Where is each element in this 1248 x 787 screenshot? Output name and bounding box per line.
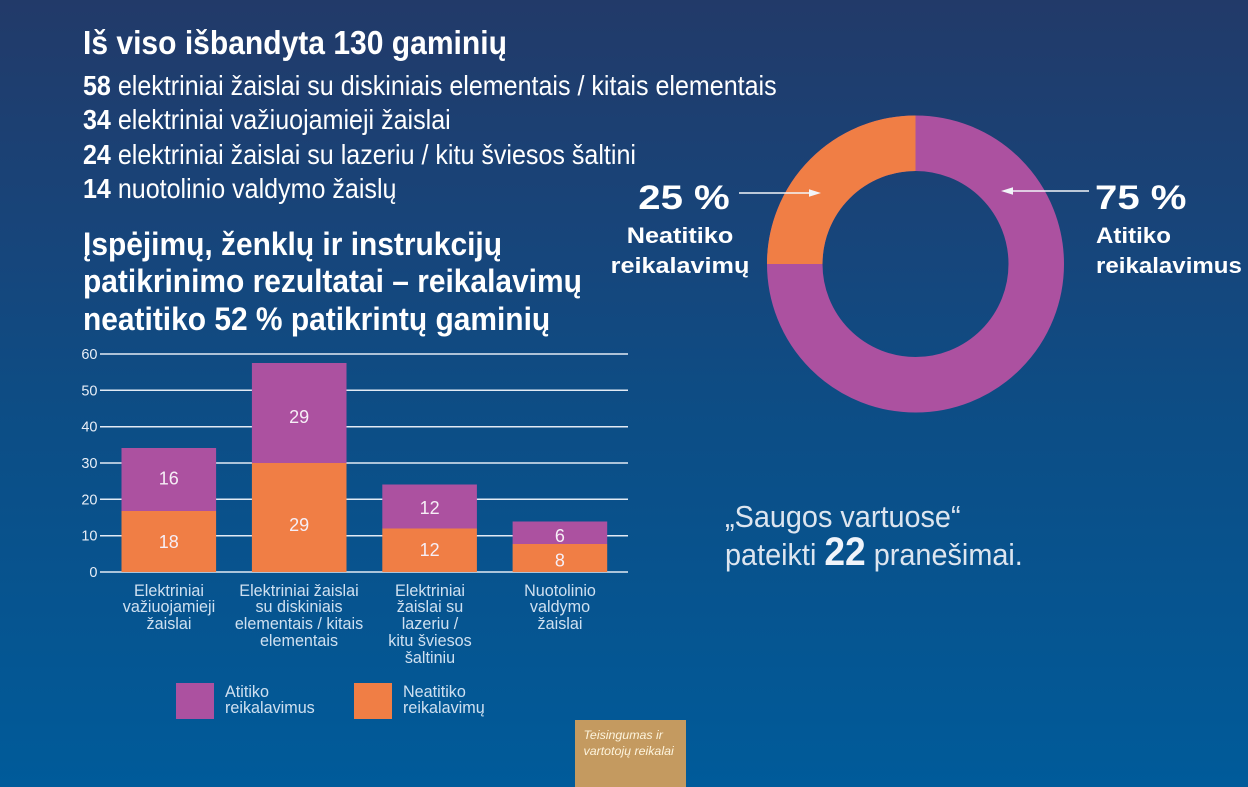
svg-text:8: 8 (555, 550, 565, 570)
svg-text:29: 29 (289, 407, 309, 427)
svg-text:6: 6 (555, 526, 565, 546)
svg-text:10: 10 (81, 529, 97, 545)
svg-text:12: 12 (420, 540, 440, 560)
svg-text:40: 40 (81, 420, 97, 436)
svg-text:18: 18 (159, 532, 179, 552)
svg-text:16: 16 (159, 469, 179, 489)
svg-text:20: 20 (81, 492, 97, 508)
svg-text:50: 50 (81, 383, 97, 399)
svg-text:30: 30 (81, 456, 97, 472)
svg-text:12: 12 (420, 498, 440, 518)
svg-text:60: 60 (81, 347, 97, 363)
svg-text:29: 29 (289, 515, 309, 535)
svg-text:0: 0 (89, 565, 97, 581)
